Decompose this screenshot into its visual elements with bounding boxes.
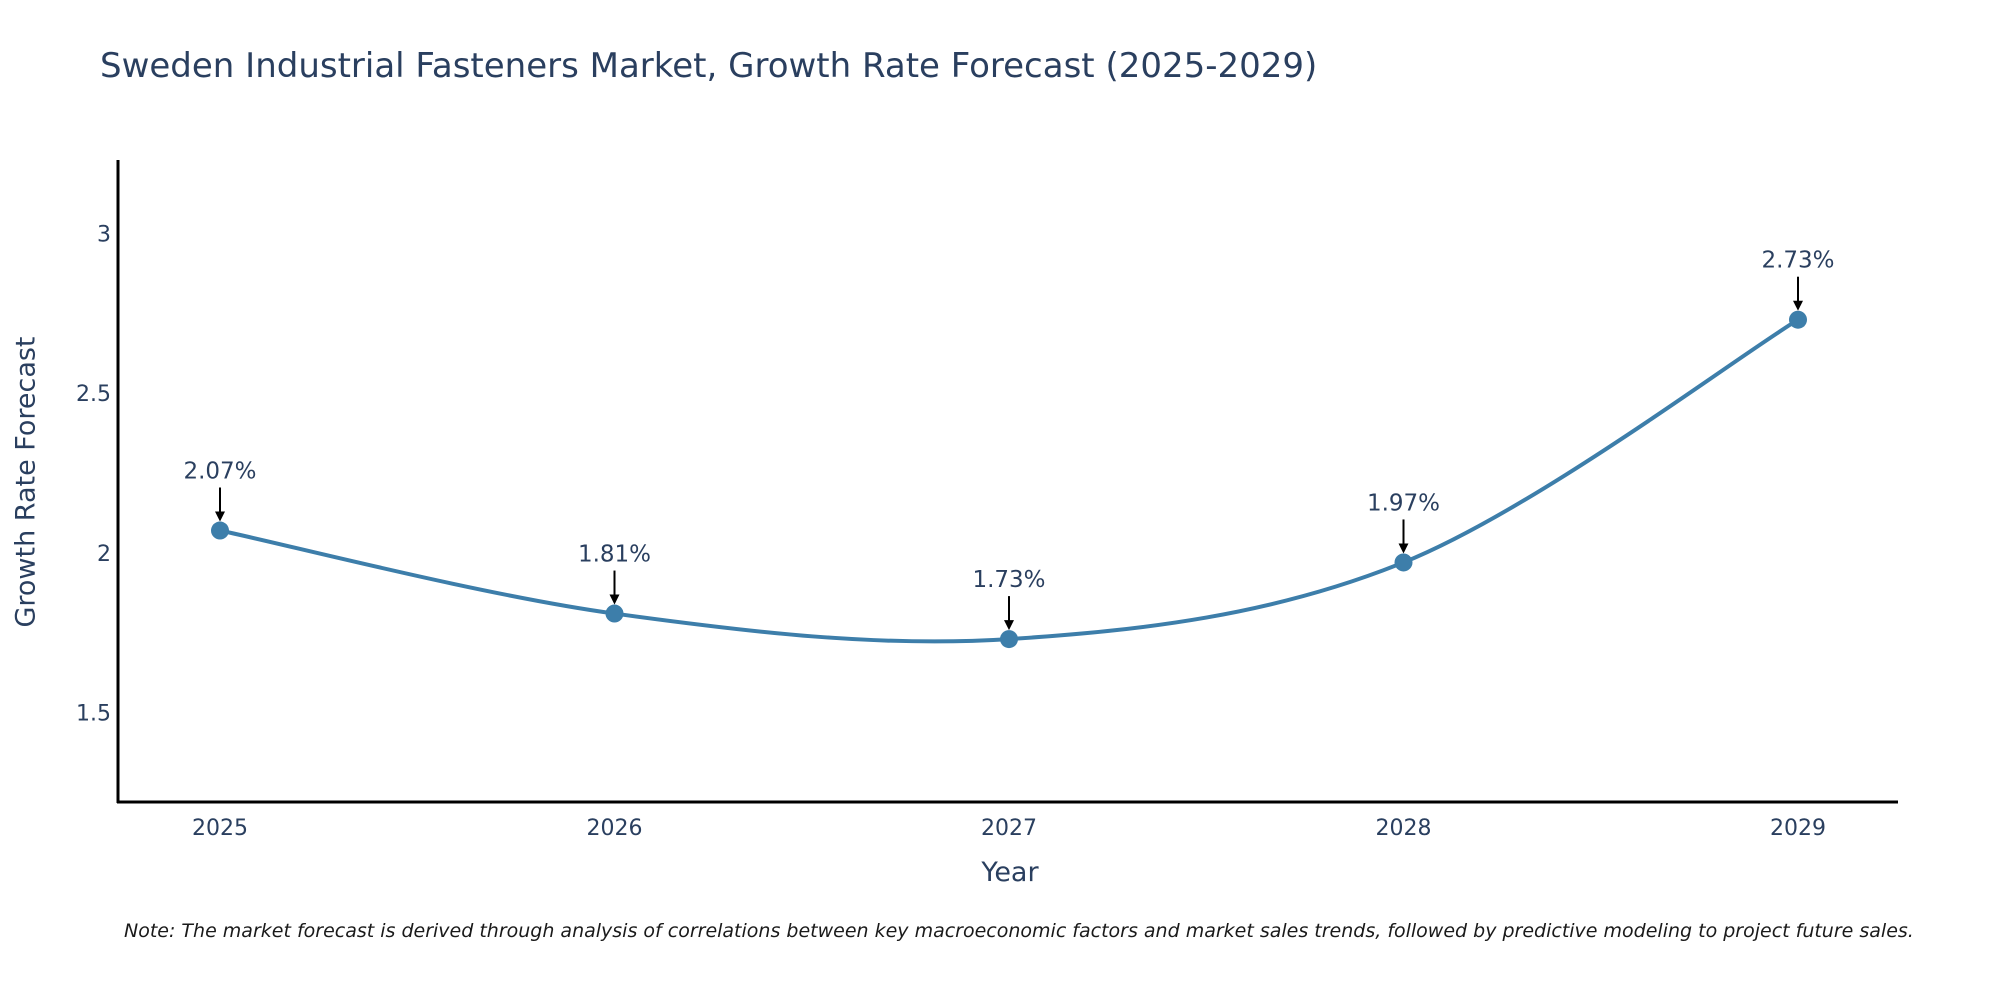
x-tick-label: 2028 — [1376, 816, 1432, 841]
x-axis-title: Year — [981, 857, 1039, 888]
series-layer — [211, 310, 1807, 649]
y-axis-title: Growth Rate Forecast — [10, 336, 42, 628]
x-tick-label: 2026 — [587, 816, 643, 841]
footnote: Note: The market forecast is derived thr… — [124, 920, 1914, 942]
data-label: 1.81% — [578, 542, 651, 568]
y-tick-label: 2.5 — [76, 382, 111, 407]
x-tick-label: 2027 — [981, 816, 1037, 841]
data-point — [1000, 630, 1018, 649]
data-label: 1.73% — [972, 567, 1045, 593]
data-label: 1.97% — [1367, 490, 1440, 516]
chart-title: Sweden Industrial Fasteners Market, Grow… — [100, 46, 1318, 86]
x-tick-label: 2029 — [1770, 816, 1826, 841]
series-line — [219, 317, 1800, 644]
y-tick-label: 3 — [97, 222, 111, 247]
data-label: 2.73% — [1761, 248, 1834, 274]
data-label: 2.07% — [183, 459, 256, 485]
data-point — [1789, 310, 1807, 329]
data-point — [605, 604, 624, 623]
y-tick-label: 1.5 — [76, 702, 111, 727]
y-tick-label: 2 — [97, 542, 111, 567]
axes: 1.5 2 2.5 3 2025 2026 2027 2028 2029 — [76, 160, 1898, 841]
x-tick-label: 2025 — [192, 816, 248, 841]
data-point — [1394, 553, 1413, 572]
annotations: 2.07% 1.81% 1.73% 1.97% 2.73% — [183, 248, 1835, 631]
data-point — [211, 521, 229, 540]
